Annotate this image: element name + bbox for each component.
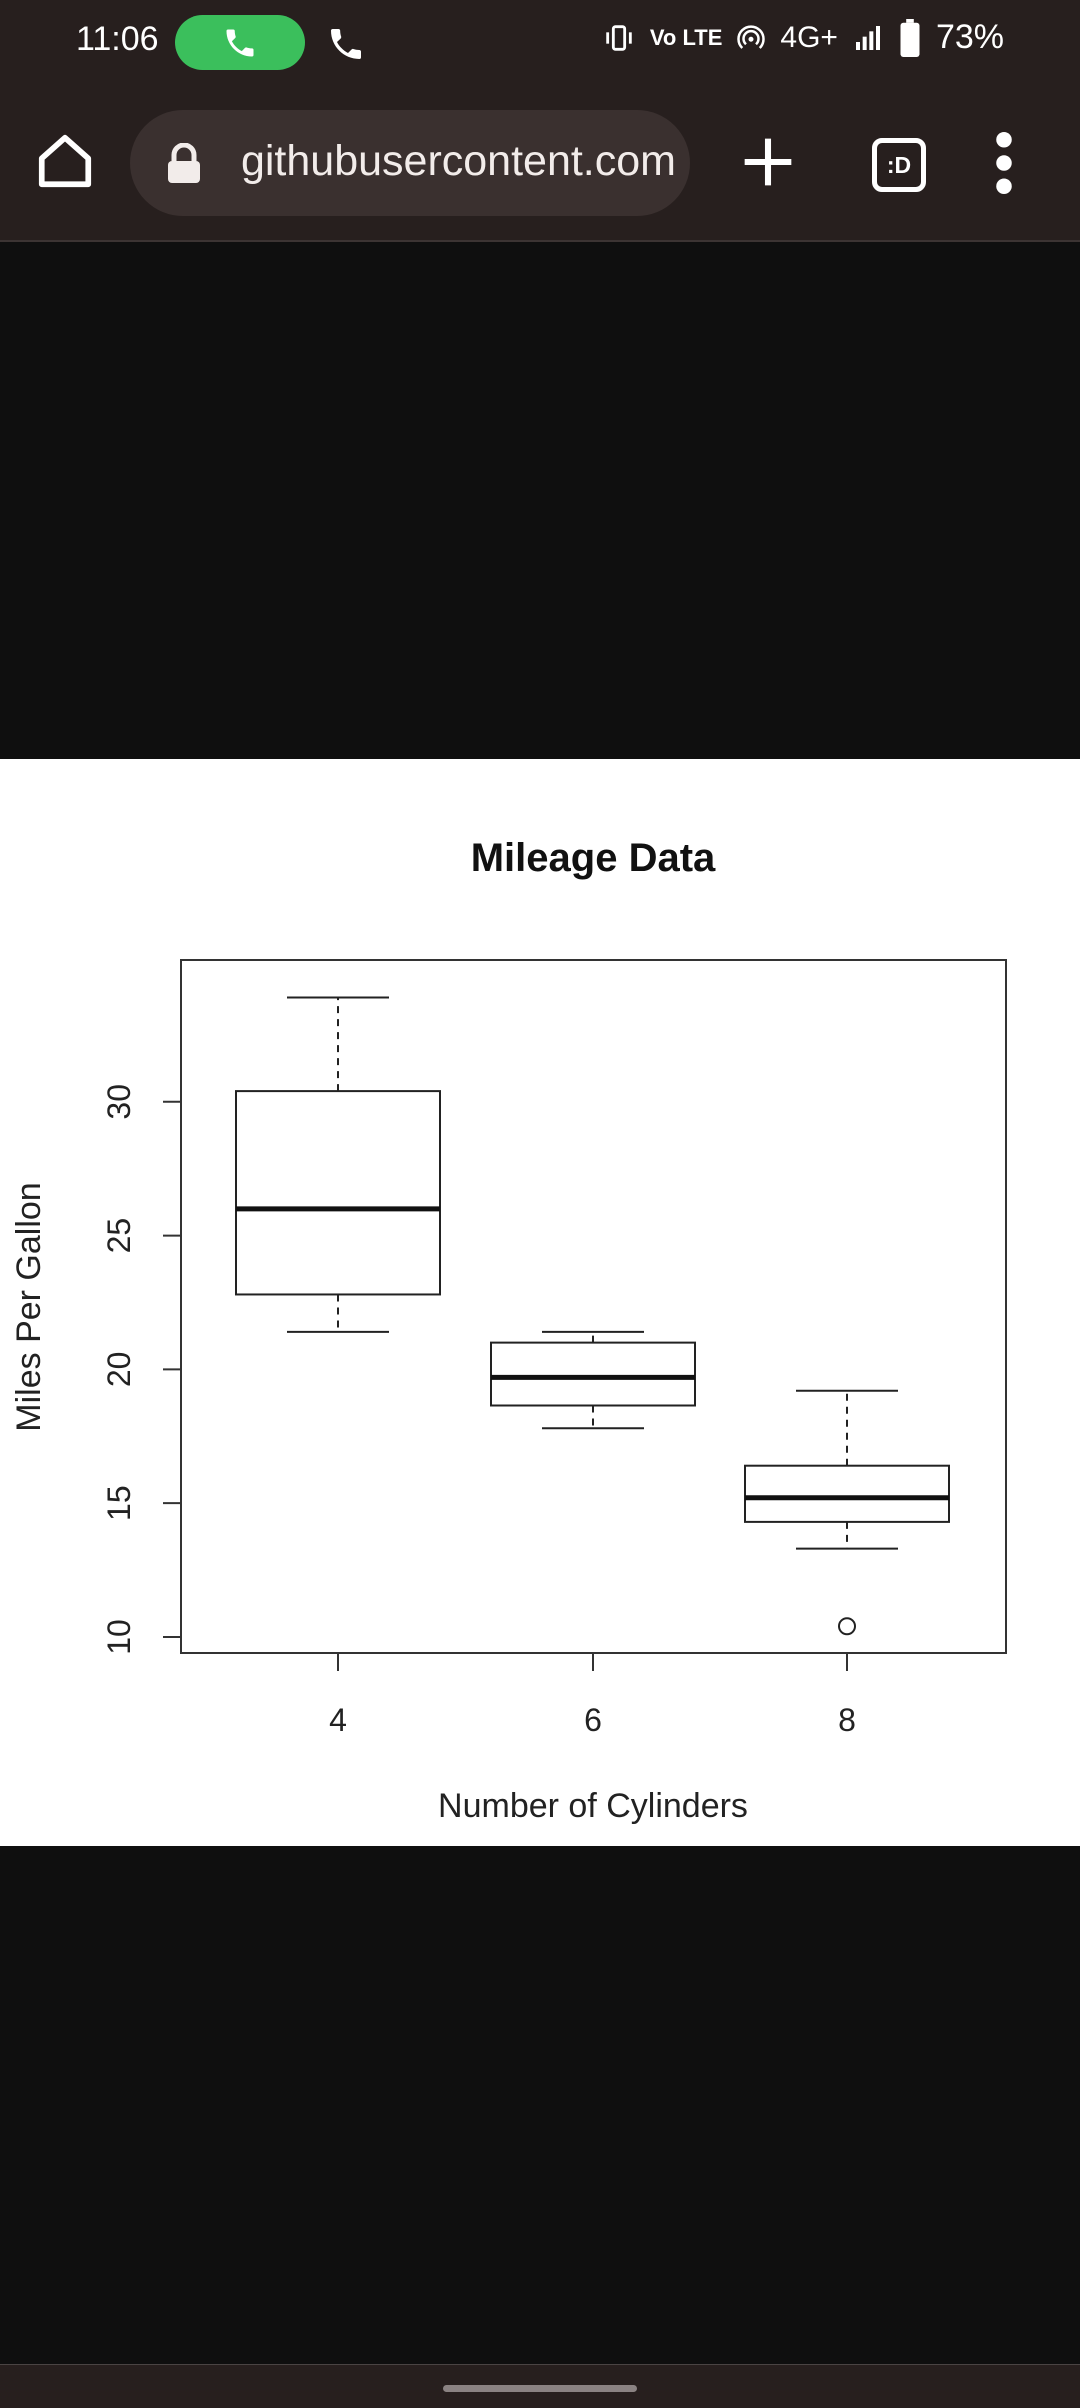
address-bar[interactable]: githubusercontent.com [130,110,690,216]
y-axis-label: Miles Per Gallon [10,1182,48,1431]
ongoing-call-pill[interactable] [175,15,305,70]
x-tick-label: 4 [329,1702,347,1738]
box-iqr [490,1341,696,1407]
x-tick-label: 6 [584,1702,602,1738]
x-axis: 4 6 8 [329,1653,856,1738]
browser-toolbar: githubusercontent.com :D [0,86,1080,242]
y-axis: 10 15 20 25 30 [101,1084,181,1655]
box-iqr [744,1464,950,1523]
y-tick-label: 20 [101,1352,137,1388]
signal-icon [855,25,880,50]
y-tick-label: 10 [101,1619,137,1655]
phone-call-icon [226,29,254,56]
outlier-point [838,1617,856,1636]
gesture-handle[interactable] [443,2385,637,2392]
boxplot-chart: Mileage Data 10 15 20 25 30 4 6 8 Number of Cy… [10,836,1007,1825]
phone-icon [331,29,361,59]
y-tick-label: 25 [101,1218,137,1254]
tabs-icon[interactable]: :D [872,138,926,192]
more-vert-icon[interactable] [990,132,1018,194]
box-group [744,1389,950,1636]
vibrate-icon [606,24,632,51]
volte-label: Vo LTE [649,24,723,50]
navigation-bar [0,2365,1080,2408]
y-tick-label: 15 [101,1485,137,1521]
boxes [235,996,950,1636]
home-icon[interactable] [34,130,96,192]
hotspot-icon [737,24,766,49]
lock-icon[interactable] [166,143,202,183]
box-group [235,996,441,1333]
chart-title: Mileage Data [471,836,716,880]
status-time: 11:06 [76,20,159,58]
y-tick-label: 30 [101,1084,137,1120]
url-text[interactable]: githubusercontent.com [240,137,676,185]
box-iqr [235,1090,441,1296]
x-tick-label: 8 [838,1702,856,1738]
box-group [490,1330,696,1430]
tabs-count-label: :D [886,151,912,178]
x-axis-label: Number of Cylinders [438,1787,748,1825]
status-bar: 11:06 Vo LTE 4G+ 73% [0,0,1080,86]
plus-icon[interactable] [740,134,796,190]
battery-percent: 73% [935,18,1004,56]
status-indicators: Vo LTE 4G+ 73% [602,18,1004,57]
battery-icon [900,18,920,57]
network-type: 4G+ [780,20,838,54]
chart-image: Mileage Data 10 15 20 25 30 4 6 8 Number of Cy… [0,759,1080,1846]
